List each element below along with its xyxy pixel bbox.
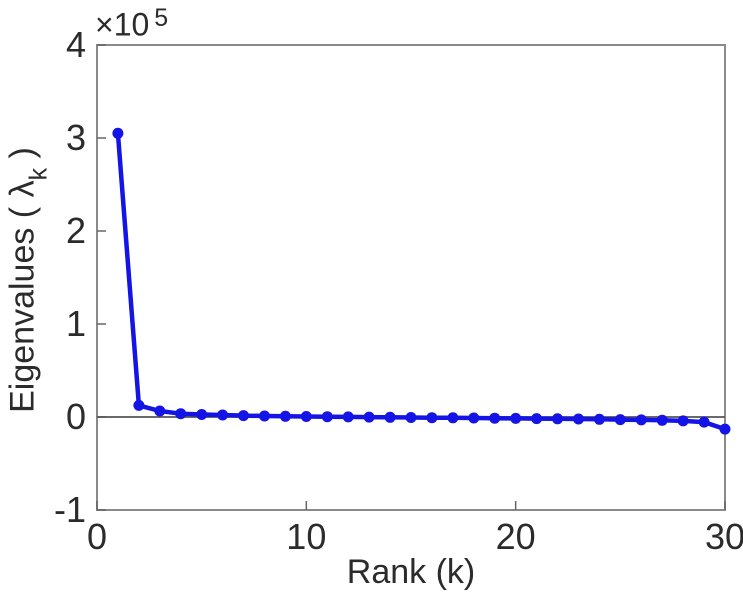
data-point-marker: [614, 414, 626, 426]
x-tick-label: 20: [495, 516, 536, 557]
data-point-marker: [635, 414, 647, 426]
x-tick-label: 30: [704, 516, 743, 557]
data-point-marker: [698, 416, 710, 428]
data-point-marker: [489, 412, 501, 424]
data-point-marker: [112, 127, 124, 139]
data-point-marker: [279, 410, 291, 422]
data-point-marker: [175, 408, 187, 420]
y-tick-label: 1: [65, 303, 86, 344]
data-point-marker: [405, 412, 417, 423]
data-point-marker: [719, 423, 731, 435]
data-point-marker: [384, 411, 396, 423]
y-axis-multiplier-base: ×10: [95, 6, 150, 43]
data-point-marker: [196, 409, 208, 420]
data-point-marker: [426, 412, 438, 424]
data-point-marker: [447, 412, 459, 424]
data-point-marker: [593, 413, 605, 425]
y-tick-label: 3: [65, 117, 86, 158]
y-axis-multiplier: ×10 5: [95, 2, 168, 44]
data-point-marker: [342, 411, 354, 423]
y-tick-label: -1: [53, 489, 86, 530]
data-point-marker: [238, 410, 249, 422]
y-tick-label: 2: [65, 210, 86, 251]
lambda-symbol: λ: [3, 180, 42, 198]
lambda-subscript: k: [24, 167, 53, 181]
data-point-marker: [468, 412, 480, 424]
data-point-marker: [531, 413, 543, 425]
y-tick-label: 4: [65, 24, 86, 65]
data-point-marker: [259, 410, 270, 422]
data-point-marker: [510, 412, 522, 424]
x-tick-label: 0: [86, 516, 108, 557]
data-point-marker: [133, 399, 145, 411]
y-tick-label: 0: [65, 396, 86, 437]
data-point-marker: [363, 411, 375, 423]
data-point-marker: [217, 409, 229, 421]
x-tick-label: 10: [286, 516, 327, 557]
data-point-marker: [656, 414, 668, 426]
data-point-marker: [677, 415, 689, 427]
y-axis-label: Eigenvalues ( λk ): [3, 147, 53, 413]
data-point-marker: [300, 411, 312, 422]
eigenvalue-line: [115, 131, 728, 432]
x-axis-label: Rank (k): [346, 553, 476, 591]
data-point-marker: [552, 413, 563, 425]
data-point-marker: [154, 405, 166, 417]
data-point-marker: [573, 413, 584, 425]
y-axis-multiplier-exponent: 5: [154, 4, 169, 32]
data-point-marker: [321, 411, 333, 423]
plot-box: [96, 44, 726, 511]
